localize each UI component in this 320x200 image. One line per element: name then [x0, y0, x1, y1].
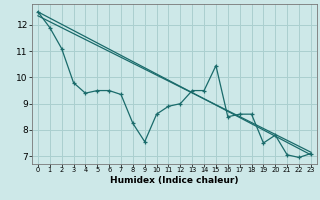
X-axis label: Humidex (Indice chaleur): Humidex (Indice chaleur)	[110, 176, 239, 185]
